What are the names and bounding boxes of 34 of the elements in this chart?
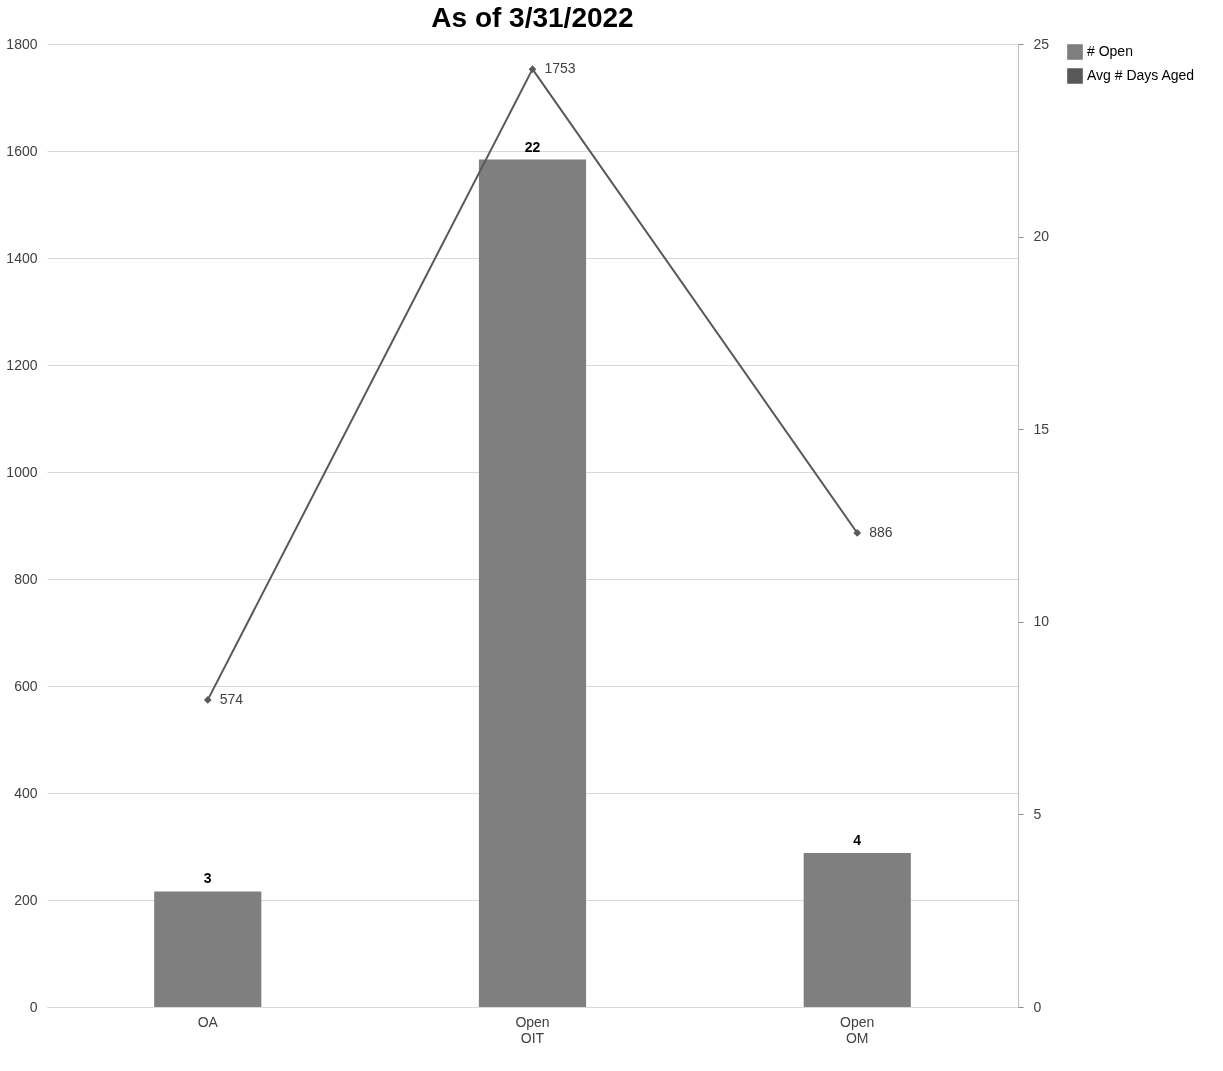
legend-label: # Open xyxy=(1087,43,1133,59)
bar xyxy=(154,891,262,1007)
chart-title: As of 3/31/2022 xyxy=(431,2,634,33)
y-tick-label: 400 xyxy=(14,784,38,801)
y2-tick-label: 0 xyxy=(1033,998,1042,1015)
y2-tick-label: 20 xyxy=(1033,228,1050,245)
x-tick-label: Open OM xyxy=(840,1013,875,1046)
data-label: 3 xyxy=(203,870,212,887)
data-label: 886 xyxy=(869,523,893,540)
y2-tick-label: 25 xyxy=(1033,35,1050,52)
y2-tick-label: 5 xyxy=(1033,805,1042,822)
y-tick-label: 1200 xyxy=(6,356,38,373)
x-tick-label: OA xyxy=(197,1013,219,1030)
point xyxy=(853,529,862,537)
bar xyxy=(478,159,587,1007)
data-label: 4 xyxy=(853,831,862,848)
y-tick-label: 1600 xyxy=(6,142,38,159)
y-tick-label: 800 xyxy=(14,570,38,587)
data-label: 1753 xyxy=(544,60,576,77)
bar xyxy=(803,852,911,1007)
point xyxy=(528,65,537,74)
legend-label: Avg # Days Aged xyxy=(1087,67,1195,83)
data-label: 22 xyxy=(524,138,541,155)
y2-tick-label: 15 xyxy=(1033,420,1050,437)
y-tick-label: 1000 xyxy=(6,463,38,480)
y-tick-label: 0 xyxy=(29,998,38,1015)
y2-tick-label: 10 xyxy=(1033,613,1050,630)
data-label: 574 xyxy=(219,690,244,707)
point xyxy=(203,696,212,704)
x-tick-label: Open OIT xyxy=(515,1013,550,1046)
y-tick-label: 600 xyxy=(14,677,38,694)
y-tick-label: 1400 xyxy=(6,249,38,266)
y-tick-label: 1800 xyxy=(6,35,38,52)
y-tick-label: 200 xyxy=(14,891,38,908)
